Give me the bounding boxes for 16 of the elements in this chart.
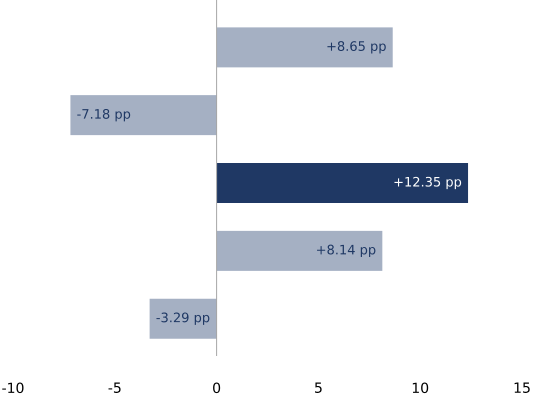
x-tick-label: 5 (315, 382, 322, 393)
bar (150, 298, 217, 339)
bar (216, 163, 468, 204)
bar (216, 230, 382, 271)
data-label: +12.35 pp (394, 176, 462, 190)
data-label: -3.29 pp (156, 312, 210, 325)
data-label: +8.65 pp (327, 41, 386, 54)
data-label: +8.14 pp (317, 244, 376, 258)
x-tick-label: -10 (2, 382, 24, 394)
bar (70, 95, 217, 136)
x-tick-label: -5 (108, 382, 121, 393)
x-tick-label: 10 (412, 382, 428, 394)
data-label: -7.18 pp (77, 108, 130, 122)
x-tick-label: 0 (213, 382, 220, 394)
x-tick-label: 15 (514, 382, 530, 393)
bar (216, 27, 393, 68)
